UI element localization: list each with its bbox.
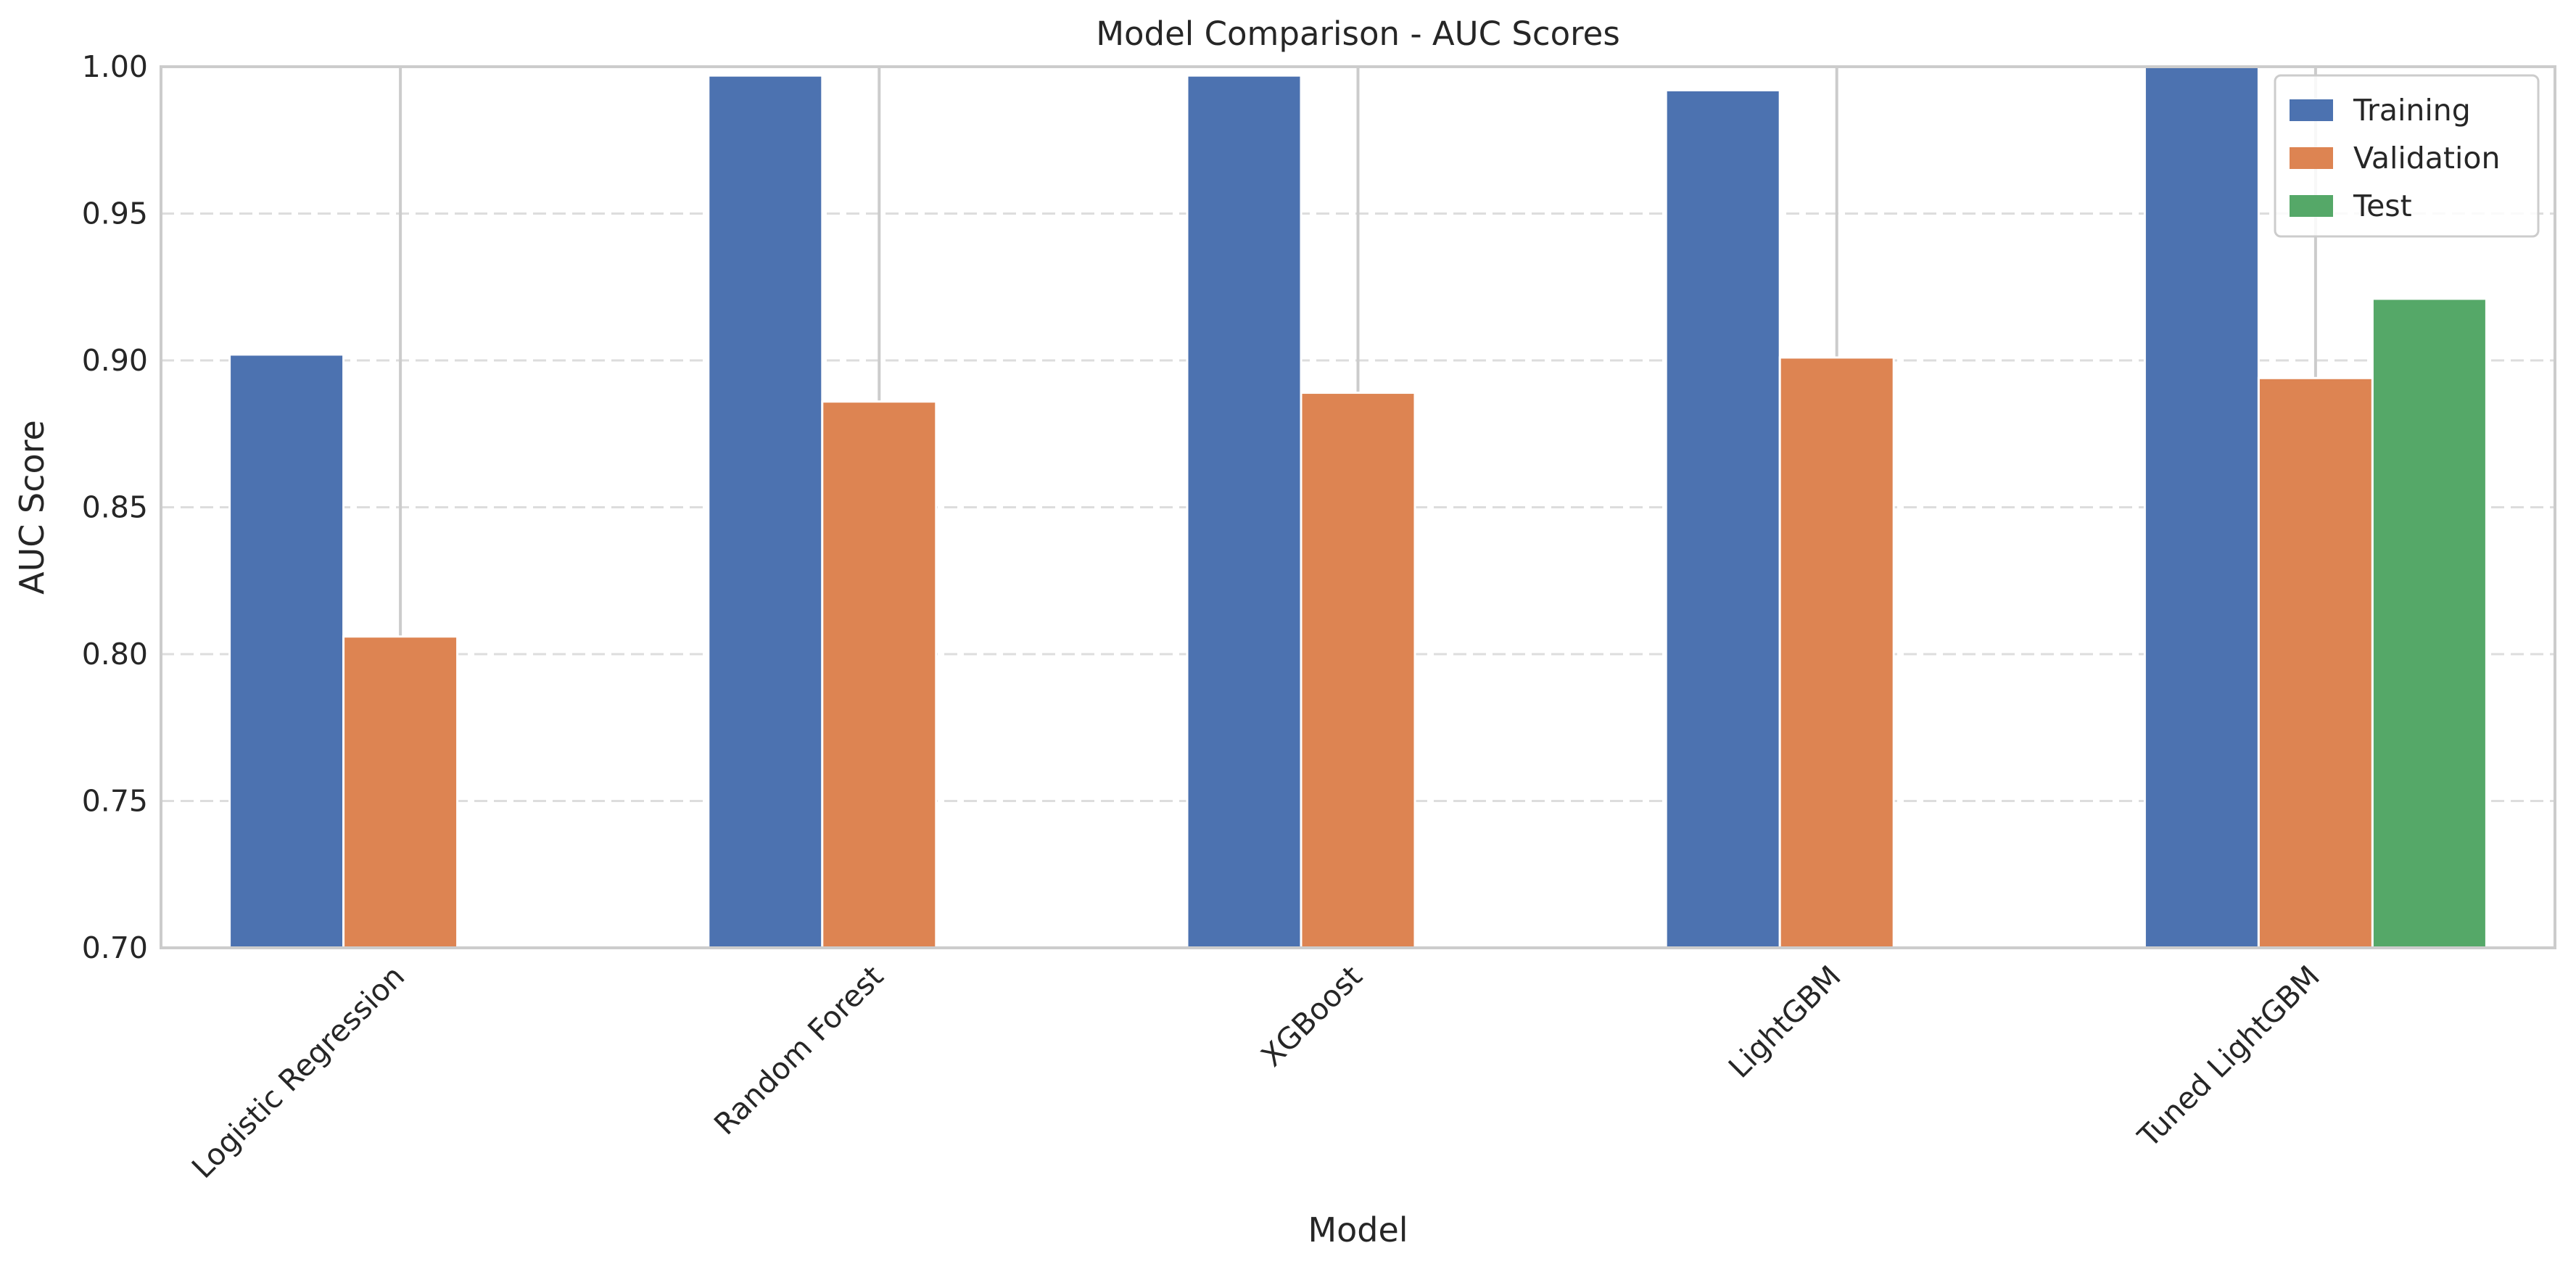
legend-swatch: [2290, 147, 2333, 169]
x-axis-label: Model: [1308, 1210, 1408, 1250]
legend-swatch: [2290, 195, 2333, 217]
x-ticks: Logistic Regression Random Forest XGBoost L…: [185, 959, 2327, 1185]
x-tick-label: Random Forest: [707, 959, 890, 1141]
legend-swatch: [2290, 99, 2333, 121]
x-tick-label: Logistic Regression: [185, 959, 411, 1185]
y-tick-label: 0.75: [82, 784, 148, 819]
y-tick-label: 1.00: [82, 49, 148, 84]
x-tick-label: XGBoost: [1254, 959, 1368, 1073]
bar-validation: [821, 400, 938, 949]
bar-validation: [1778, 356, 1895, 949]
y-tick-label: 0.70: [82, 930, 148, 965]
legend-box: [2274, 74, 2540, 238]
y-tick-label: 0.90: [82, 343, 148, 378]
bar-validation: [1300, 392, 1416, 949]
y-ticks: 0.70 0.75 0.80 0.85 0.90 0.95 1.00: [82, 49, 148, 965]
bar-training: [1186, 74, 1303, 949]
bar-training: [228, 353, 345, 949]
bar-validation: [2257, 376, 2374, 949]
y-tick-label: 0.80: [82, 637, 148, 672]
legend: Training Validation Test: [2274, 74, 2540, 238]
x-tick-label: LightGBM: [1722, 959, 1848, 1085]
bars: [228, 65, 2488, 949]
legend-label: Training: [2353, 93, 2471, 128]
bar-training: [707, 74, 824, 949]
bar-validation: [342, 635, 459, 949]
x-tick-label: Tuned LightGBM: [2131, 959, 2327, 1155]
bar-training: [1664, 88, 1781, 949]
y-axis-label: AUC Score: [12, 420, 51, 595]
legend-label: Test: [2353, 189, 2412, 223]
y-tick-label: 0.95: [82, 197, 148, 231]
plot-frame: [160, 65, 2556, 949]
chart-title: Model Comparison - AUC Scores: [1096, 15, 1620, 53]
bar-test: [2371, 297, 2488, 949]
legend-label: Validation: [2353, 141, 2500, 175]
y-tick-label: 0.85: [82, 490, 148, 525]
bar-training: [2143, 65, 2260, 949]
